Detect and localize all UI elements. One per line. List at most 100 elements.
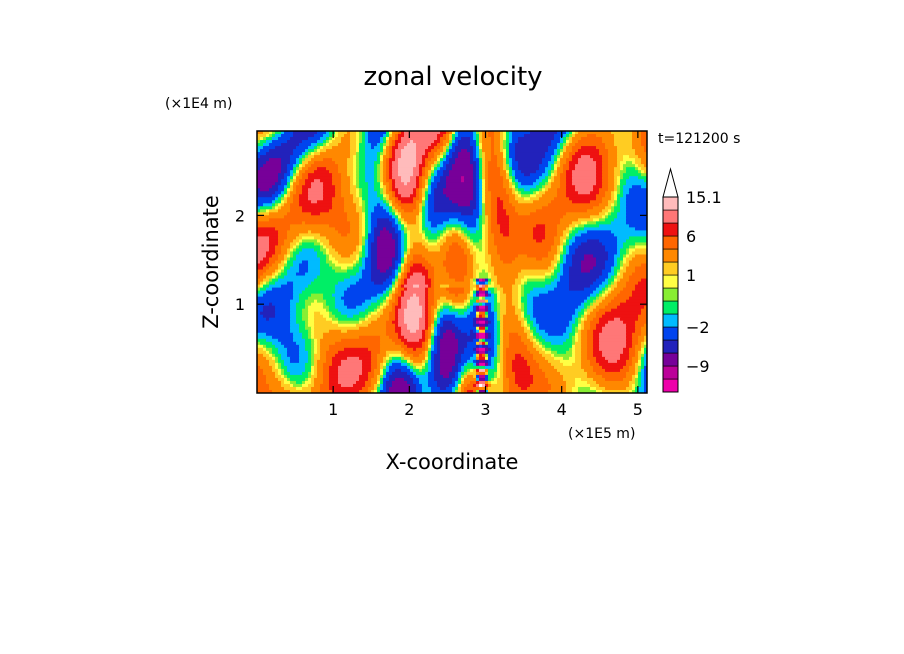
field-cell xyxy=(641,263,647,268)
field-cell xyxy=(383,311,390,316)
field-cell xyxy=(518,137,555,141)
field-cell xyxy=(377,266,390,271)
field-cell xyxy=(371,215,393,219)
field-cell xyxy=(281,197,285,201)
field-cell xyxy=(449,143,453,147)
field-cell xyxy=(476,305,480,310)
field-cell xyxy=(590,293,597,298)
colorbar-level xyxy=(662,339,679,354)
field-cell xyxy=(404,281,408,286)
field-cell xyxy=(446,182,474,186)
field-cell xyxy=(359,224,363,228)
field-cell xyxy=(293,176,297,180)
field-cell xyxy=(503,185,510,189)
field-cell xyxy=(482,140,492,144)
field-cell xyxy=(602,158,609,162)
field-cell xyxy=(257,164,264,168)
field-cell xyxy=(443,173,450,177)
field-cell xyxy=(548,182,552,186)
field-cell xyxy=(476,149,480,153)
field-cell xyxy=(299,158,303,162)
field-cell xyxy=(485,383,489,388)
field-cell xyxy=(401,152,417,156)
field-cell xyxy=(386,167,390,171)
field-cell xyxy=(425,197,429,201)
colorbar-level xyxy=(662,235,679,250)
colorbar-label: 15.1 xyxy=(686,188,722,207)
field-cell xyxy=(365,149,381,153)
field-cell xyxy=(257,140,261,144)
field-cell xyxy=(641,374,645,379)
field-cell xyxy=(395,326,402,331)
field-cell xyxy=(614,263,618,268)
field-cell xyxy=(476,374,480,379)
field-cell xyxy=(365,257,372,262)
field-cell xyxy=(428,209,435,213)
field-cell xyxy=(299,266,309,271)
field-cell xyxy=(533,302,582,307)
field-cell xyxy=(293,245,297,250)
field-cell xyxy=(422,182,426,186)
field-cell xyxy=(488,356,492,361)
field-cell xyxy=(380,164,384,168)
field-cell xyxy=(455,380,459,385)
field-cell xyxy=(383,152,387,156)
field-cell xyxy=(638,362,642,367)
field-cell xyxy=(287,350,300,355)
field-cell xyxy=(377,311,384,316)
field-cell xyxy=(329,347,345,352)
field-cell xyxy=(431,308,435,313)
field-cell xyxy=(404,317,420,322)
field-cell xyxy=(398,158,417,162)
field-cell xyxy=(338,143,351,147)
field-cell xyxy=(464,275,474,280)
field-cell xyxy=(428,203,435,207)
field-cell xyxy=(485,251,489,256)
field-cell xyxy=(569,266,582,271)
field-cell xyxy=(371,269,381,274)
field-cell xyxy=(554,164,558,168)
field-cell xyxy=(563,239,567,244)
field-cell xyxy=(620,188,624,192)
field-cell xyxy=(362,386,369,391)
field-cell xyxy=(479,134,483,138)
field-cell xyxy=(494,296,498,301)
field-cell xyxy=(461,356,471,361)
field-cell xyxy=(626,197,647,201)
field-cell xyxy=(566,386,573,391)
field-cell xyxy=(278,173,285,177)
field-cell xyxy=(491,203,498,207)
field-cell xyxy=(446,167,453,171)
field-cell xyxy=(485,356,489,361)
field-cell xyxy=(323,296,336,301)
field-cell xyxy=(593,302,600,307)
field-cell xyxy=(428,311,432,316)
field-cell xyxy=(356,149,360,153)
field-cell xyxy=(269,245,276,250)
field-cell xyxy=(626,386,633,391)
field-cell xyxy=(428,215,480,219)
field-cell xyxy=(608,212,612,216)
field-cell xyxy=(602,179,609,183)
field-cell xyxy=(317,344,321,349)
field-cell xyxy=(374,308,378,313)
field-cell xyxy=(482,173,486,177)
field-cell xyxy=(392,146,399,150)
field-cell xyxy=(455,386,459,391)
field-cell xyxy=(281,284,294,289)
field-cell xyxy=(374,389,378,393)
field-cell xyxy=(470,311,477,316)
field-cell xyxy=(632,374,636,379)
field-cell xyxy=(392,215,396,219)
field-cell xyxy=(458,134,474,138)
field-cell xyxy=(641,131,647,135)
field-cell xyxy=(551,185,561,189)
field-cell xyxy=(503,374,507,379)
field-cell xyxy=(584,326,591,331)
field-cell xyxy=(572,341,576,346)
field-cell xyxy=(377,365,381,370)
field-cell xyxy=(641,158,647,162)
field-cell xyxy=(491,356,495,361)
field-cell xyxy=(257,353,264,358)
field-cell xyxy=(521,311,525,316)
